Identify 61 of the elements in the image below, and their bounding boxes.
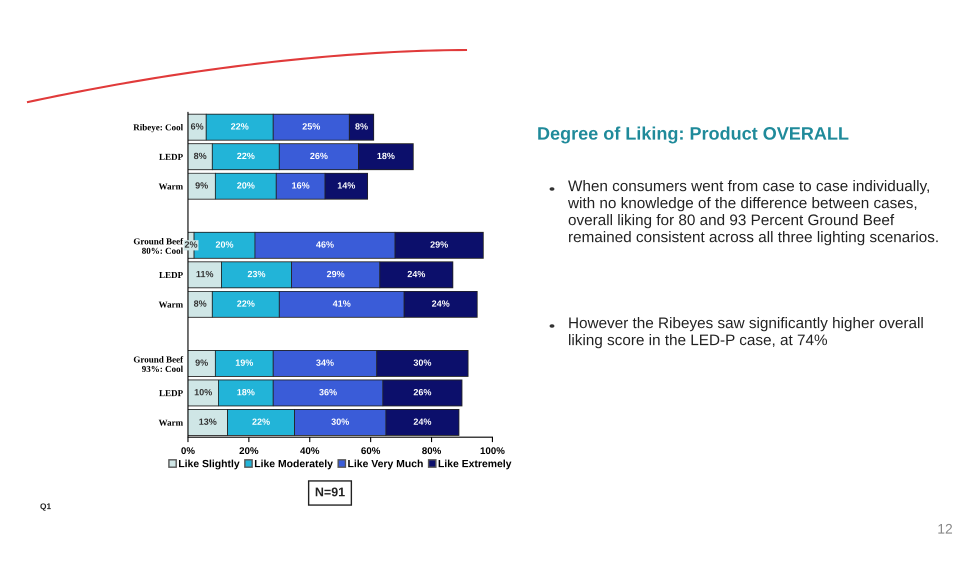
data-label: 19% bbox=[236, 359, 254, 366]
data-label: 8% bbox=[194, 300, 206, 307]
data-label: 22% bbox=[231, 123, 249, 130]
data-label: 9% bbox=[195, 182, 208, 189]
data-label: 36% bbox=[319, 388, 337, 396]
data-label: 29% bbox=[326, 270, 344, 278]
data-label: 26% bbox=[310, 152, 328, 160]
data-label: 20% bbox=[216, 241, 234, 248]
data-label: 18% bbox=[237, 388, 255, 396]
data-label: 8% bbox=[355, 123, 368, 130]
text: 12 bbox=[938, 524, 952, 534]
data-label: 16% bbox=[292, 182, 310, 189]
y-tick-label: Ribeye: Cool bbox=[133, 124, 183, 132]
data-label: 34% bbox=[316, 359, 334, 366]
data-label: 2% bbox=[184, 241, 198, 248]
data-label: 24% bbox=[414, 418, 432, 425]
data-label: 30% bbox=[331, 418, 349, 425]
x-tick-label: 0% bbox=[181, 447, 195, 454]
x-tick-label: 100% bbox=[480, 447, 505, 454]
data-label: 30% bbox=[414, 359, 432, 366]
data-label: 24% bbox=[408, 270, 426, 278]
data-label: 8% bbox=[194, 152, 206, 160]
data-label: 9% bbox=[195, 359, 208, 366]
data-label: 25% bbox=[302, 123, 320, 130]
text: N=91 bbox=[316, 488, 345, 496]
text: Q1 bbox=[40, 503, 51, 511]
x-tick-label: 40% bbox=[300, 447, 320, 454]
data-label: 23% bbox=[248, 270, 266, 278]
text: When consumers went from case to case individually, with no knowledge of the difference between cases, overall liking for 80 and 93 Percent Ground Beef remained consistent across all three lighting scenarios. bbox=[568, 180, 938, 246]
legend-label: Like Very Much bbox=[348, 460, 423, 470]
x-tick-label: 80% bbox=[422, 447, 442, 454]
data-label: 22% bbox=[237, 152, 255, 160]
y-tick-label: Warm bbox=[158, 420, 183, 426]
y-tick-label: Ground Beef 80%: Cool bbox=[134, 238, 184, 254]
data-label: 13% bbox=[199, 418, 217, 425]
data-label: 10% bbox=[194, 388, 212, 396]
data-label: 29% bbox=[430, 241, 448, 248]
x-tick-label: 20% bbox=[239, 447, 258, 454]
x-tick-label: 60% bbox=[361, 447, 380, 454]
data-label: 41% bbox=[332, 300, 351, 307]
data-label: 20% bbox=[237, 182, 255, 189]
y-tick-label: LEDP bbox=[159, 154, 183, 160]
data-label: 11% bbox=[196, 270, 214, 278]
legend-label: Like Extremely bbox=[438, 460, 512, 470]
legend-label: Like Slightly bbox=[178, 460, 240, 470]
text: However the Ribeyes saw significantly higher overall liking score in the LED-P case, at 74% bbox=[569, 317, 923, 348]
data-label: 14% bbox=[338, 182, 356, 189]
y-tick-label: LEDP bbox=[159, 390, 183, 396]
y-tick-label: Warm bbox=[158, 183, 183, 190]
data-label: 46% bbox=[316, 241, 334, 248]
data-label: 24% bbox=[432, 300, 450, 307]
data-label: 22% bbox=[252, 418, 270, 425]
y-tick-label: Ground Beef 93%: Cool bbox=[134, 356, 184, 372]
legend-label: Like Moderately bbox=[254, 460, 333, 470]
y-tick-label: LEDP bbox=[159, 272, 183, 278]
y-tick-label: Warm bbox=[158, 302, 183, 308]
data-label: 18% bbox=[377, 152, 395, 160]
data-label: 26% bbox=[414, 388, 432, 396]
data-label: 22% bbox=[237, 300, 255, 307]
text: Degree of Liking: Product OVERALL bbox=[538, 126, 848, 144]
data-label: 6% bbox=[190, 123, 204, 130]
